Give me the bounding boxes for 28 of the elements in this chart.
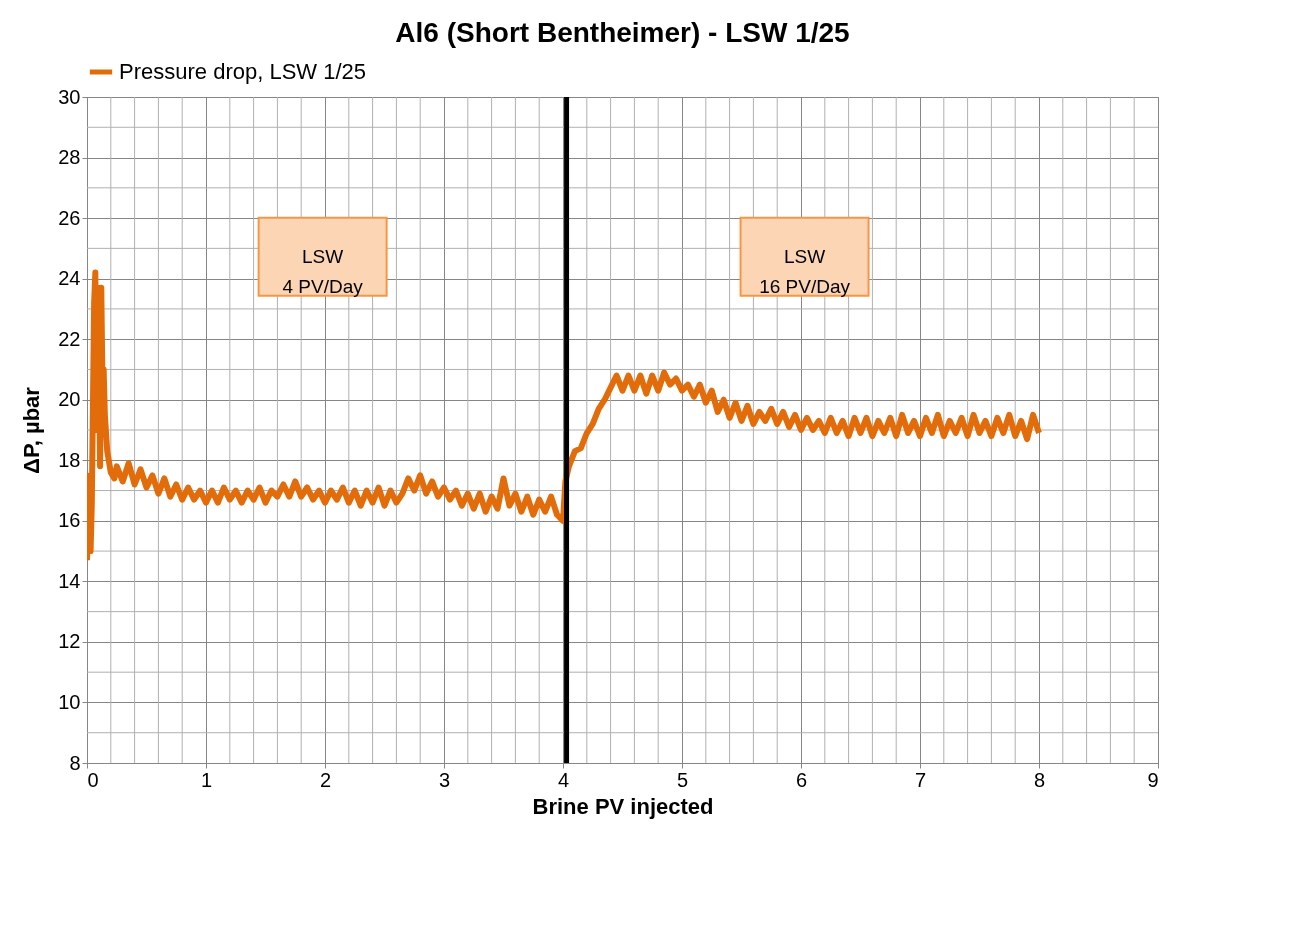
annotation: LSW 4 PV/Day [282,245,364,297]
y-tick-label: 10 [58,690,81,713]
y-axis-title: ΔP, µbar [19,386,45,474]
x-tick-label: 2 [319,768,332,791]
x-tick-label: 8 [1033,768,1046,791]
legend-label: Pressure drop, LSW 1/25 [119,59,367,84]
y-tick-label: 18 [58,448,81,471]
annotation: LSW 16 PV/Day [759,245,851,297]
y-tick-label: 12 [58,630,81,653]
y-tick-label: 16 [58,509,81,532]
x-tick-label: 0 [87,768,99,791]
y-tick-label: 28 [58,146,81,169]
x-tick-label: 3 [438,768,451,791]
y-tick-label: 14 [58,569,81,592]
x-tick-label: 5 [676,768,689,791]
y-tick-label: 26 [58,206,81,229]
x-axis-title: Brine PV injected [532,793,714,819]
x-tick-label: 7 [914,768,927,791]
chart-title: Al6 (Short Bentheimer) - LSW 1/25 [395,17,850,48]
x-tick-label: 1 [200,768,213,791]
y-tick-label: 24 [58,267,81,290]
y-tick-label: 20 [58,388,81,411]
y-tick-label: 22 [58,327,81,350]
y-tick-label: 30 [58,85,81,108]
x-tick-label: 9 [1147,768,1159,791]
y-tick-label: 8 [69,751,81,774]
x-tick-label: 6 [795,768,808,791]
x-tick-label: 4 [557,768,570,791]
